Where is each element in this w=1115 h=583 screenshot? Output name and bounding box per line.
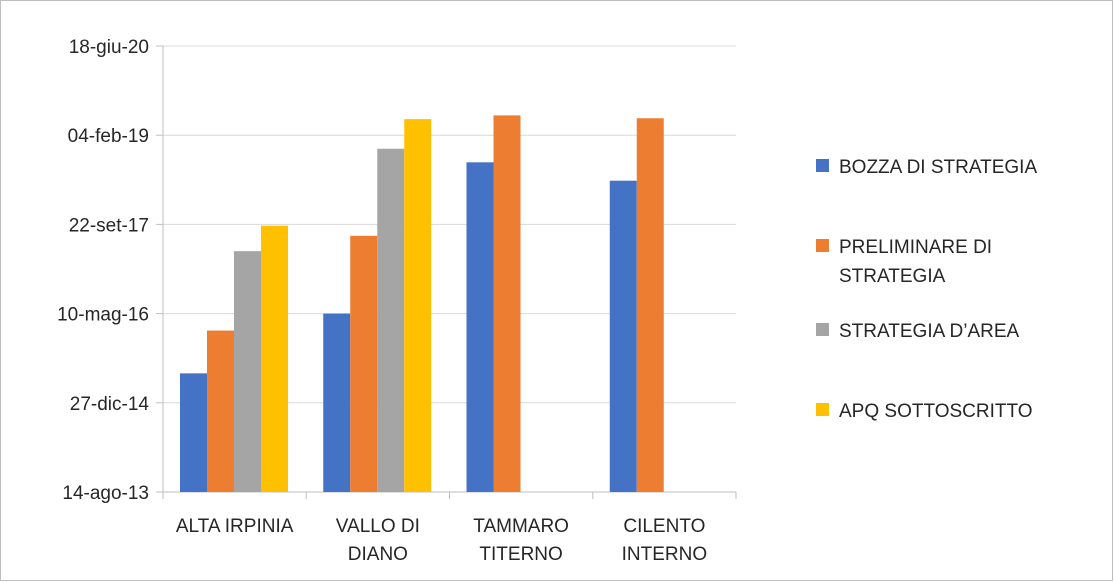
x-category-label: CILENTO INTERNO [622, 516, 708, 565]
y-tick-label: 27-dic-14 [70, 394, 150, 415]
x-category-label: TAMMARO TITERNO [473, 516, 569, 565]
bar [234, 251, 261, 492]
bar [261, 225, 288, 492]
x-category-label: VALLO DI DIANO [336, 516, 420, 565]
y-tick-label: 04-feb-19 [68, 126, 149, 147]
legend-swatch [816, 159, 829, 172]
legend-swatch [816, 323, 829, 336]
bar [180, 373, 207, 492]
legend-swatch [816, 239, 829, 252]
legend-label: STRATEGIA D’AREA [839, 321, 1020, 342]
legend-label: PRELIMINARE DI STRATEGIA [839, 237, 992, 287]
y-tick-label: 22-set-17 [69, 215, 149, 236]
x-category-label: ALTA IRPINIA [176, 516, 294, 537]
bar [323, 313, 351, 492]
y-tick-label: 10-mag-16 [57, 305, 149, 326]
y-tick-label: 18-giu-20 [69, 37, 149, 58]
bar [350, 235, 378, 492]
legend-swatch [816, 403, 829, 416]
legend-label: APQ SOTTOSCRITTO [839, 401, 1033, 422]
y-tick-label: 14-ago-13 [62, 483, 149, 504]
bar [609, 180, 637, 492]
bar [207, 330, 234, 492]
bar [404, 119, 432, 493]
bar [636, 118, 664, 492]
bar [493, 115, 521, 493]
bar [466, 162, 494, 492]
legend-label: BOZZA DI STRATEGIA [839, 157, 1037, 178]
bar [377, 148, 405, 492]
